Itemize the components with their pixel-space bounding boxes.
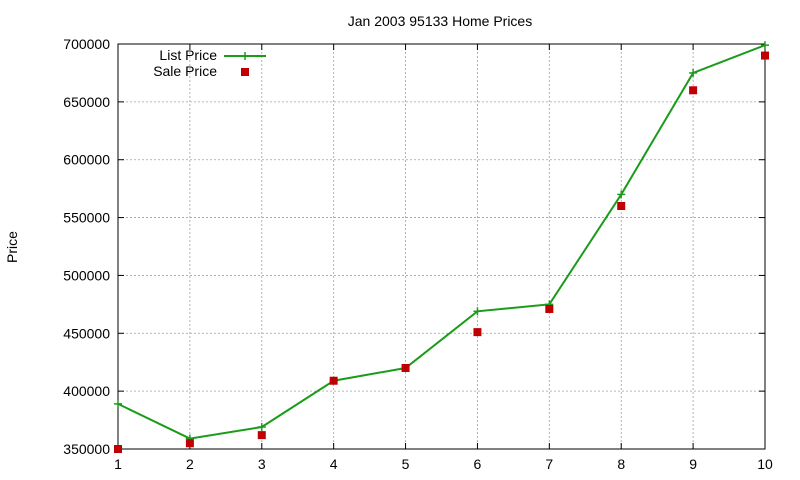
x-tick-label: 4 — [330, 456, 338, 472]
grid — [118, 44, 765, 449]
sale-price-point — [329, 376, 338, 385]
x-tick-label: 7 — [545, 456, 553, 472]
sale-price-point — [617, 202, 626, 210]
legend-plus — [241, 52, 249, 60]
y-tick-label: 500000 — [63, 267, 110, 283]
sale-price-point — [257, 431, 266, 440]
axis-ticks: 1 2 3 4 5 6 7 8 9 10 350000 400000 450000 500000 55000… — [63, 36, 773, 472]
y-tick-label: 650000 — [63, 94, 110, 110]
y-tick-label: 400000 — [63, 383, 110, 399]
chart-title: Jan 2003 95133 Home Prices — [348, 13, 532, 29]
x-tick-label: 9 — [689, 456, 697, 472]
legend-label-sale-price: Sale Price — [153, 63, 217, 79]
legend-label-list-price: List Price — [159, 47, 217, 63]
y-tick-label: 350000 — [63, 441, 110, 457]
sale-price-point — [545, 304, 554, 313]
x-tick-label: 3 — [258, 456, 266, 472]
list-price-point — [689, 68, 698, 77]
x-tick-label: 6 — [474, 456, 482, 472]
sale-price-point — [689, 86, 698, 95]
y-tick-label: 550000 — [63, 210, 110, 226]
y-tick-label: 600000 — [63, 152, 110, 168]
y-tick-label: 700000 — [63, 36, 110, 52]
x-tick-label: 10 — [757, 456, 773, 472]
list-price-point — [761, 41, 769, 50]
list-price-point — [257, 423, 266, 432]
x-tick-label: 5 — [402, 456, 410, 472]
list-price-point — [114, 399, 122, 408]
list-price-point — [617, 190, 626, 199]
y-tick-label: 450000 — [63, 325, 110, 341]
sale-price-point — [185, 439, 194, 448]
legend-symbol-list-price — [224, 52, 266, 60]
legend-square — [241, 68, 249, 76]
plot-frame — [117, 43, 766, 450]
x-tick-label: 1 — [114, 456, 122, 472]
legend: List Price Sale Price — [153, 47, 266, 79]
sale-price-point — [473, 328, 482, 337]
sale-price-point — [401, 364, 410, 372]
sale-price-point — [114, 445, 122, 453]
sale-price-point — [761, 51, 769, 60]
x-tick-label: 8 — [617, 456, 625, 472]
series — [114, 41, 769, 453]
x-tick-label: 2 — [186, 456, 194, 472]
legend-symbol-sale-price — [241, 68, 249, 76]
y-axis-label: Price — [4, 231, 20, 263]
list-price-point — [473, 307, 482, 316]
list-price-line — [117, 44, 766, 440]
